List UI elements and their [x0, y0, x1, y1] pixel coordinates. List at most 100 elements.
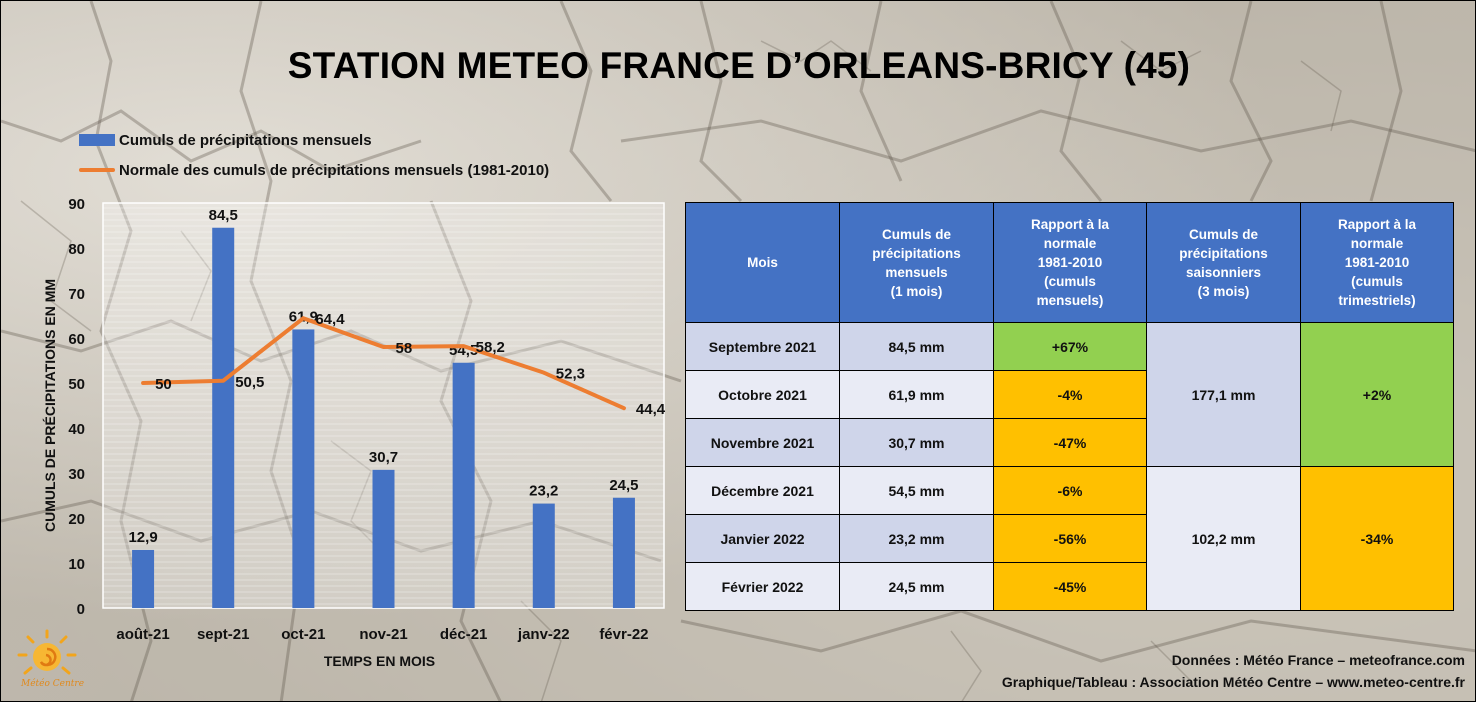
line-value-label: 64,4 — [315, 311, 345, 328]
header-line: normale — [1350, 236, 1404, 251]
cell-season-cumul: 177,1 mm — [1146, 322, 1301, 467]
header-line: Rapport à la — [1030, 217, 1109, 232]
line-value-label: 52,3 — [556, 366, 585, 383]
x-axis-label: TEMPS EN MOIS — [324, 653, 435, 669]
bar — [212, 227, 235, 608]
bar — [292, 329, 315, 608]
cell-rapport: -56% — [993, 514, 1147, 563]
y-tick-label: 80 — [68, 241, 85, 258]
footer-source: Données : Météo France – meteofrance.com — [1171, 652, 1465, 668]
cell-season-cumul: 102,2 mm — [1146, 466, 1301, 611]
y-tick-label: 50 — [68, 376, 85, 393]
y-axis-label: CUMULS DE PRÉCIPITATIONS EN MM — [42, 279, 58, 532]
header-mois: Mois — [685, 202, 840, 323]
table-header-row: Mois Cumuls de précipitations mensuels (1 m… — [685, 202, 1454, 323]
header-cumul-saisonnier: Cumuls de précipitations saisonniers (3 moi… — [1146, 202, 1301, 323]
bar — [132, 549, 155, 608]
x-tick-label: déc-21 — [440, 626, 488, 643]
cell-cumul: 54,5 mm — [839, 466, 994, 515]
bar-value-label: 23,2 — [529, 483, 558, 500]
table-row: Octobre 2021 61,9 mm -4% — [685, 370, 1454, 419]
legend-line-swatch — [79, 168, 115, 172]
bar — [372, 469, 395, 608]
normal-line — [141, 316, 626, 411]
footer-author: Graphique/Tableau : Association Météo Ce… — [1001, 674, 1465, 690]
header-line: Cumuls de — [1188, 226, 1258, 242]
footer-credits: Données : Météo France – meteofrance.com… — [1002, 649, 1465, 693]
cell-cumul: 61,9 mm — [839, 370, 994, 419]
cell-mois: Septembre 2021 — [685, 322, 840, 371]
table-row: Décembre 2021 54,5 mm -6% 102,2 mm -34% — [685, 466, 1454, 611]
legend-item-line: Normale des cumuls de précipitations men… — [79, 155, 549, 185]
cell-cumul: 30,7 mm — [839, 418, 994, 467]
line-value-label: 50,5 — [235, 374, 264, 391]
page-title: STATION METEO FRANCE D’ORLEANS-BRICY (45… — [287, 45, 1191, 86]
cell-cumul: 84,5 mm — [839, 322, 994, 371]
header-line: (1 mois) — [890, 283, 943, 299]
y-tick-label: 60 — [68, 331, 85, 348]
line-value-label: 58 — [396, 340, 413, 357]
header-line: Mois — [747, 255, 778, 270]
header-line: saisonniers — [1185, 264, 1262, 280]
line-value-label: 58,2 — [476, 339, 505, 356]
y-tick-label: 90 — [68, 196, 85, 213]
cell-rapport: -4% — [993, 370, 1147, 419]
legend-bar-swatch — [79, 134, 115, 146]
header-line: (3 mois) — [1197, 283, 1250, 299]
table-row: Septembre 2021 84,5 mm +67% 177,1 mm +2% — [685, 322, 1454, 467]
table-row: Janvier 2022 23,2 mm -56% — [685, 514, 1454, 563]
cell-rapport: -45% — [993, 562, 1147, 611]
header-line: mensuels — [885, 264, 948, 280]
cell-season-rapport: -34% — [1300, 466, 1454, 611]
header-line: 1981-2010 — [1037, 255, 1103, 270]
cell-mois: Octobre 2021 — [685, 370, 840, 419]
legend-item-bars: Cumuls de précipitations mensuels — [79, 125, 549, 155]
cell-cumul: 23,2 mm — [839, 514, 994, 563]
cell-mois: Novembre 2021 — [685, 418, 840, 467]
header-line: normale — [1043, 236, 1097, 251]
cell-season-rapport: +2% — [1300, 322, 1454, 467]
cell-rapport: -47% — [993, 418, 1147, 467]
y-tick-label: 10 — [68, 556, 85, 573]
header-line: Cumuls de — [881, 226, 951, 242]
line-value-label: 44,4 — [636, 401, 666, 418]
bar-value-label: 84,5 — [209, 207, 238, 224]
logo-text: Météo Centre — [21, 679, 85, 689]
bar-value-label: 12,9 — [128, 529, 157, 546]
y-tick-label: 30 — [68, 466, 85, 483]
header-line: précipitations — [872, 245, 961, 261]
header-rapport-trimestriel: Rapport à la normale 1981-2010 (cumuls trime… — [1300, 202, 1454, 323]
precipitation-chart: 0 10 20 30 40 50 60 70 80 90 CUMULS DE PRÉCIPITATI… — [42, 196, 666, 669]
cell-cumul: 24,5 mm — [839, 562, 994, 611]
bar — [532, 503, 555, 608]
sun-logo-icon — [17, 629, 77, 675]
header-line: précipitations — [1179, 245, 1268, 261]
cell-rapport: -6% — [993, 466, 1147, 515]
y-tick-label: 20 — [68, 511, 85, 528]
x-tick-label: janv-22 — [517, 626, 570, 643]
precipitation-table: Mois Cumuls de précipitations mensuels (1 m… — [685, 202, 1454, 611]
y-tick-label: 70 — [68, 286, 85, 303]
header-line: (cumuls — [1044, 274, 1096, 289]
header-line: 1981-2010 — [1344, 255, 1410, 270]
header-line: (cumuls — [1351, 274, 1403, 289]
x-tick-label: oct-21 — [281, 626, 325, 643]
chart-legend: Cumuls de précipitations mensuels Normal… — [79, 125, 549, 185]
table-row: Février 2022 24,5 mm -45% — [685, 562, 1454, 611]
bar-value-label: 30,7 — [369, 449, 398, 466]
x-tick-label: août-21 — [116, 626, 169, 643]
header-line: mensuels) — [1036, 293, 1104, 308]
legend-bar-label: Cumuls de précipitations mensuels — [119, 131, 372, 149]
header-line: Rapport à la — [1337, 217, 1416, 232]
cell-mois: Décembre 2021 — [685, 466, 840, 515]
cell-mois: Février 2022 — [685, 562, 840, 611]
bar — [612, 497, 635, 608]
header-cumul-mensuel: Cumuls de précipitations mensuels (1 mois) — [839, 202, 994, 323]
bar — [452, 362, 475, 608]
header-line: trimestriels) — [1338, 293, 1416, 308]
y-tick-label: 40 — [68, 421, 85, 438]
bar-value-label: 24,5 — [609, 477, 638, 494]
legend-line-label: Normale des cumuls de précipitations men… — [119, 161, 550, 179]
line-value-label: 50 — [155, 376, 172, 393]
